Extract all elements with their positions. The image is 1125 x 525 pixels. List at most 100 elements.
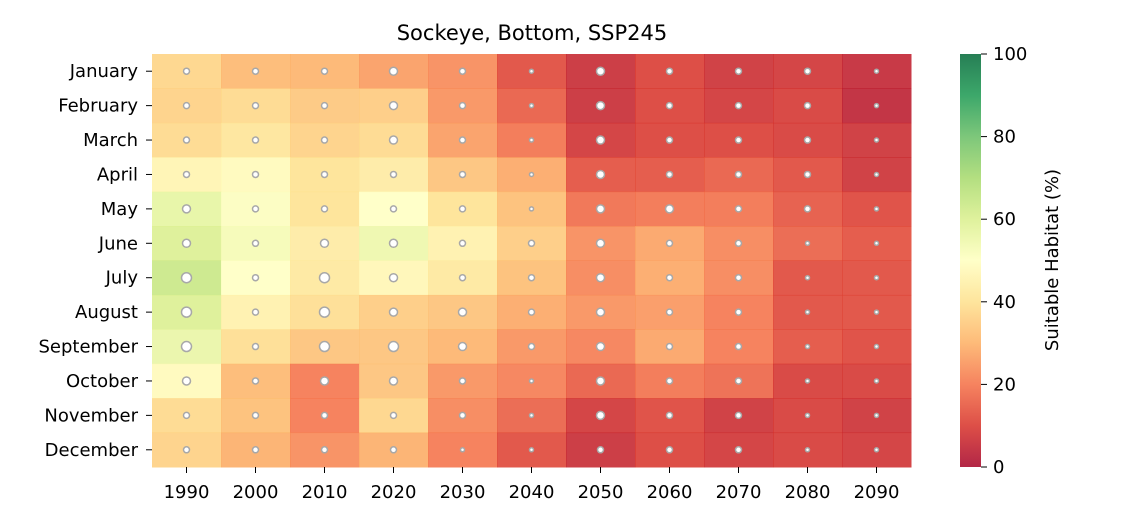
cell-marker xyxy=(388,66,399,76)
x-tick-label: 2050 xyxy=(578,482,624,503)
colorbar-tick-label: 80 xyxy=(993,127,1016,148)
cell-marker xyxy=(457,341,468,352)
cell-marker xyxy=(803,67,812,75)
y-tick-label: May xyxy=(101,199,139,220)
cell-marker xyxy=(318,340,331,353)
cell-marker xyxy=(388,100,399,111)
cell-marker xyxy=(804,447,811,453)
cell-marker xyxy=(389,205,398,213)
cell-marker xyxy=(320,205,329,213)
cell-marker xyxy=(665,101,674,110)
cell-marker xyxy=(873,171,880,178)
x-tick-label: 2080 xyxy=(785,482,831,503)
x-tick-label: 2060 xyxy=(647,482,693,503)
cell-marker xyxy=(528,171,535,178)
cell-marker xyxy=(182,446,191,454)
y-tick-label: March xyxy=(83,130,138,151)
cell-marker xyxy=(458,377,467,385)
cell-marker xyxy=(528,378,535,384)
x-tick-label: 2070 xyxy=(716,482,762,503)
y-tick-label: June xyxy=(98,233,138,254)
cell-marker xyxy=(182,411,191,420)
cell-marker xyxy=(804,378,811,384)
cell-marker xyxy=(387,340,400,353)
y-tick-label: February xyxy=(58,96,138,117)
cell-marker xyxy=(458,136,467,144)
cell-marker xyxy=(251,101,260,110)
x-tick-label: 2040 xyxy=(509,482,555,503)
cell-marker xyxy=(873,274,880,281)
cell-marker xyxy=(665,239,674,248)
cell-marker xyxy=(458,273,467,282)
cell-marker xyxy=(734,308,743,316)
cell-marker xyxy=(595,272,606,283)
cell-marker xyxy=(181,376,192,386)
cell-marker xyxy=(388,135,399,145)
y-tick-label: October xyxy=(66,371,139,392)
cell-marker xyxy=(734,377,743,385)
cell-marker xyxy=(388,376,399,386)
cell-marker xyxy=(389,170,398,179)
y-tick-labels: January February March April May June July Augu… xyxy=(39,61,152,461)
cell-marker xyxy=(803,136,812,144)
cell-marker xyxy=(734,239,743,248)
cell-marker xyxy=(873,102,880,109)
cell-marker xyxy=(873,68,880,74)
cell-marker xyxy=(182,136,191,144)
cell-marker xyxy=(251,342,260,351)
cell-marker xyxy=(458,205,467,213)
cell-marker xyxy=(873,447,880,453)
colorbar xyxy=(960,54,981,467)
cell-marker xyxy=(180,306,193,318)
cell-marker xyxy=(251,170,260,179)
cell-marker xyxy=(527,308,536,316)
cell-marker xyxy=(320,136,329,144)
heatmap-markers xyxy=(180,66,880,454)
cell-marker xyxy=(595,376,606,386)
cell-marker xyxy=(319,238,330,249)
cell-marker xyxy=(595,100,606,111)
cell-marker xyxy=(734,205,743,213)
cell-marker xyxy=(251,136,260,144)
x-tick-label: 1990 xyxy=(164,482,210,503)
cell-marker xyxy=(803,205,812,213)
cell-marker xyxy=(251,67,260,75)
y-tick-label: September xyxy=(39,337,139,358)
cell-marker xyxy=(459,447,466,453)
cell-marker xyxy=(595,66,606,76)
colorbar-tick-label: 40 xyxy=(993,292,1016,313)
cell-marker xyxy=(318,306,331,318)
cell-marker xyxy=(804,343,811,350)
cell-marker xyxy=(665,308,674,316)
cell-marker xyxy=(665,342,674,351)
cell-marker xyxy=(734,411,743,420)
cell-marker xyxy=(251,377,260,385)
cell-marker xyxy=(665,170,674,179)
cell-marker xyxy=(528,137,535,143)
cell-marker xyxy=(319,376,330,386)
cell-marker xyxy=(389,446,398,454)
cell-marker xyxy=(528,102,535,109)
x-tick-label: 2090 xyxy=(854,482,900,503)
cell-marker xyxy=(320,101,329,110)
cell-marker xyxy=(873,412,880,419)
cell-marker xyxy=(873,206,880,212)
cell-marker xyxy=(595,341,606,352)
cell-marker xyxy=(665,446,674,454)
cell-marker xyxy=(734,342,743,351)
cell-marker xyxy=(320,170,329,179)
cell-marker xyxy=(457,307,468,317)
cell-marker xyxy=(528,412,535,419)
cell-marker xyxy=(527,273,536,282)
cell-marker xyxy=(804,412,811,419)
cell-marker xyxy=(734,101,743,110)
cell-marker xyxy=(665,273,674,282)
cell-marker xyxy=(180,340,193,353)
cell-marker xyxy=(251,446,260,454)
cell-marker xyxy=(873,137,880,143)
cell-marker xyxy=(320,411,329,420)
cell-marker xyxy=(595,204,606,214)
x-tick-label: 2030 xyxy=(440,482,486,503)
colorbar-ticks: 0 20 40 60 80 100 xyxy=(981,44,1027,478)
y-tick-label: April xyxy=(97,164,138,185)
